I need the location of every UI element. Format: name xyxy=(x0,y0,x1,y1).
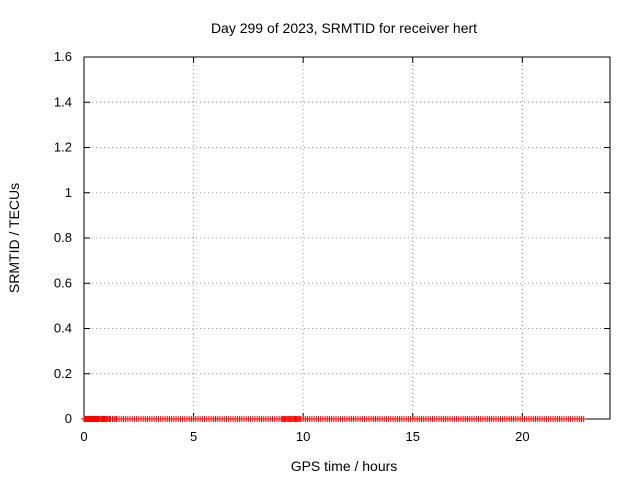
y-tick-label: 1 xyxy=(65,185,72,200)
chart-title: Day 299 of 2023, SRMTID for receiver her… xyxy=(211,20,477,36)
y-axis-title: SRMTID / TECUs xyxy=(6,183,22,293)
data-points xyxy=(81,416,587,422)
grid-lines xyxy=(84,57,610,419)
x-tick-labels: 0 5 10 15 20 xyxy=(80,429,529,444)
x-axis-title: GPS time / hours xyxy=(291,458,398,474)
y-tick-label: 0 xyxy=(65,411,72,426)
x-tick-label: 10 xyxy=(296,429,310,444)
axis-ticks xyxy=(83,56,610,420)
y-tick-label: 0.6 xyxy=(54,275,72,290)
data-point xyxy=(82,416,89,422)
y-tick-label: 0.2 xyxy=(54,366,72,381)
x-tick-label: 5 xyxy=(190,429,197,444)
y-tick-label: 1.6 xyxy=(54,49,72,64)
y-tick-labels: 0 0.2 0.4 0.6 0.8 1 1.2 1.4 1.6 xyxy=(54,49,72,426)
plot-frame xyxy=(83,56,611,420)
y-tick-label: 1.2 xyxy=(54,140,72,155)
data-point xyxy=(580,416,587,422)
x-tick-label: 15 xyxy=(406,429,420,444)
x-tick-label: 0 xyxy=(80,429,87,444)
x-tick-label: 20 xyxy=(515,429,529,444)
y-tick-label: 1.4 xyxy=(54,94,72,109)
y-tick-label: 0.8 xyxy=(54,230,72,245)
y-tick-label: 0.4 xyxy=(54,321,72,336)
